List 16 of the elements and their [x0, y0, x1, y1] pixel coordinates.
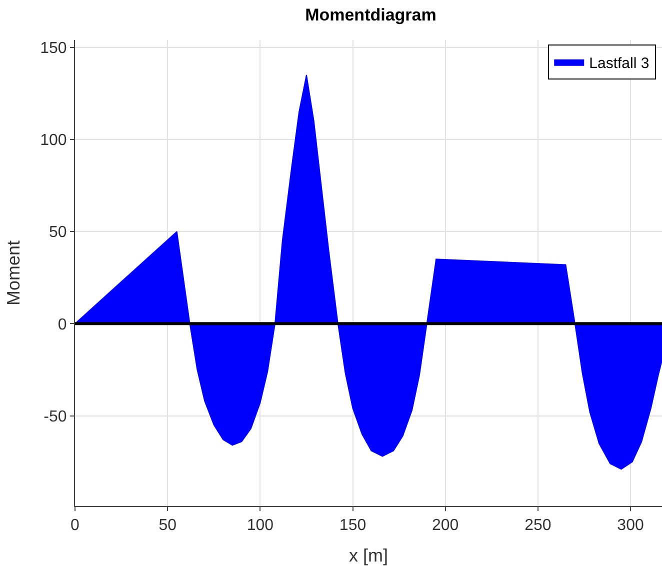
x-axis-title: x [m] — [349, 545, 388, 566]
x-tick-label: 200 — [432, 517, 459, 534]
y-tick-label: -50 — [44, 408, 67, 426]
x-tick-label: 250 — [524, 517, 552, 534]
legend-label: Lastfall 3 — [589, 54, 650, 72]
x-tick-label: 150 — [339, 517, 366, 534]
y-tick-label: 150 — [40, 40, 67, 57]
x-tick-label: 100 — [246, 517, 274, 534]
x-tick-label: 300 — [617, 517, 644, 534]
y-axis-title: Moment — [3, 240, 24, 306]
y-tick-label: 50 — [49, 224, 67, 242]
x-tick-label: 50 — [158, 517, 177, 534]
y-tick-label: 0 — [58, 316, 67, 334]
chart-title: Momentdiagram — [305, 5, 436, 24]
x-tick-label: 0 — [70, 517, 80, 534]
y-tick-label: 100 — [40, 132, 67, 150]
